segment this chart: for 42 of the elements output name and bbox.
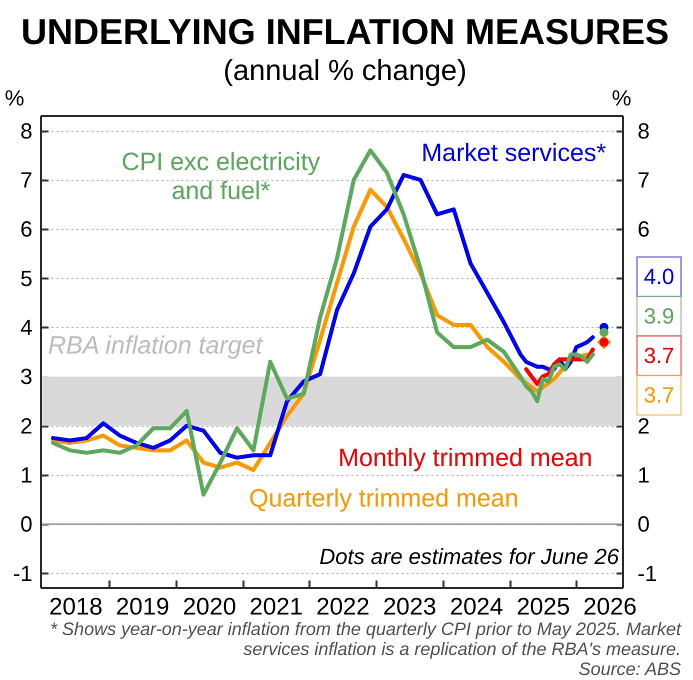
y-tick-label: 7: [20, 167, 32, 192]
series-label: Quarterly trimmed mean: [249, 484, 519, 512]
data-label: 4.0: [644, 264, 674, 289]
y-tick-label: 5: [20, 266, 32, 291]
data-label: 3.9: [644, 303, 674, 328]
source-note: Source: ABS: [578, 659, 681, 679]
y-tick-label: -1: [12, 560, 32, 586]
y2-tick-label: -1: [638, 560, 658, 586]
x-tick-label: 2019: [116, 594, 170, 620]
x-tick-label: 2026: [583, 594, 637, 620]
x-tick-label: 2018: [49, 594, 103, 620]
y-tick-label: 8: [20, 118, 32, 144]
x-tick-label: 2025: [516, 594, 570, 620]
band-label: RBA inflation target: [48, 332, 264, 360]
x-tick-label: 2020: [182, 594, 236, 620]
text: * Shows year-on-year inflation from the quarterly CPI prior to May 2025. Market services inflation is a replication of the RBA's measure.: [50, 619, 682, 659]
annotation: Dots are estimates for June 26: [319, 544, 620, 569]
y-tick-label: 2: [20, 413, 32, 438]
y-tick-label: 3: [20, 364, 32, 390]
series-label: Market services*: [421, 138, 606, 167]
x-tick-label: 2023: [382, 594, 436, 620]
data-label: 3.7: [644, 342, 674, 368]
y2-tick-label: 0: [638, 512, 650, 537]
y2-tick-label: 6: [638, 216, 650, 242]
series-label: CPI exc electricity and fuel*: [122, 148, 321, 205]
y-axis-title: %: [4, 86, 24, 110]
y-tick-label: 0: [20, 512, 32, 537]
y2-axis-title: %: [612, 86, 632, 110]
y2-tick-label: 8: [638, 118, 650, 144]
y-tick-label: 4: [20, 314, 32, 340]
chart-title: UNDERLYING INFLATION MEASURES: [20, 11, 670, 52]
text: Monthly trimmed mean: [338, 444, 592, 472]
x-tick-label: 2021: [250, 594, 303, 620]
y2-tick-label: 2: [638, 413, 650, 438]
y2-tick-label: 7: [638, 167, 650, 192]
x-tick-label: 2024: [450, 594, 504, 620]
y-tick-label: 6: [20, 216, 32, 242]
x-tick-label: 2022: [316, 594, 370, 620]
y2-tick-label: 1: [638, 462, 650, 488]
y-tick-label: 1: [20, 462, 32, 488]
chart-subtitle: (annual % change): [223, 55, 467, 87]
data-label: 3.7: [644, 382, 674, 408]
